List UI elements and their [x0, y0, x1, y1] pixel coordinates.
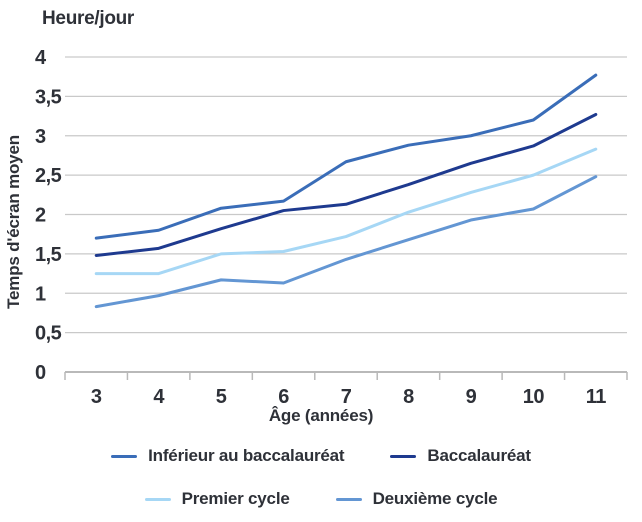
legend-dash-icon [390, 454, 417, 458]
legend-row-2: Premier cycle Deuxième cycle [144, 489, 498, 509]
series-line-2 [94, 147, 598, 276]
x-tick-label: 5 [216, 386, 227, 408]
legend-dash-icon [111, 454, 138, 458]
x-tick-label: 3 [91, 386, 102, 408]
y-tick-label: 2 [35, 205, 46, 227]
legend-dash-icon [144, 497, 171, 501]
x-tick-label: 4 [153, 386, 165, 408]
series-line-0 [94, 73, 598, 240]
y-tick-label: 0 [35, 362, 46, 384]
legend-item-baccalaureat: Baccalauréat [390, 446, 531, 466]
legend-row-1: Inférieur au baccalauréat Baccalauréat [111, 446, 531, 466]
chart-title: Heure/jour [42, 8, 135, 29]
y-tick-label: 0,5 [35, 323, 62, 345]
legend-label: Deuxième cycle [372, 489, 498, 508]
legend-dash-icon [335, 497, 362, 501]
legend-item-deuxieme-cycle: Deuxième cycle [335, 489, 498, 509]
legend-item-premier-cycle: Premier cycle [144, 489, 290, 509]
y-tick-label: 1 [35, 283, 46, 305]
legend-label: Premier cycle [181, 489, 290, 508]
y-tick-label: 2,5 [35, 165, 62, 187]
y-tick-label: 4 [35, 47, 47, 69]
x-tick-label: 11 [586, 386, 607, 408]
series-line-3 [94, 175, 598, 309]
legend-label: Inférieur au baccalauréat [148, 446, 345, 465]
x-tick-label: 10 [523, 386, 545, 408]
x-tick-label: 8 [403, 386, 414, 408]
legend-item-inferieur-au-baccalaureat: Inférieur au baccalauréat [111, 446, 345, 466]
y-tick-label: 3 [35, 126, 46, 148]
x-axis-label: Âge (années) [268, 406, 374, 425]
series-line-1 [94, 112, 598, 257]
legend: Inférieur au baccalauréat Baccalauréat P… [0, 446, 642, 509]
x-tick-label: 7 [341, 386, 352, 408]
y-tick-label: 3,5 [35, 86, 62, 108]
legend-label: Baccalauréat [427, 446, 531, 465]
y-tick-label: 1,5 [35, 244, 62, 266]
x-tick-label: 9 [466, 386, 477, 408]
x-tick-label: 6 [278, 386, 289, 408]
